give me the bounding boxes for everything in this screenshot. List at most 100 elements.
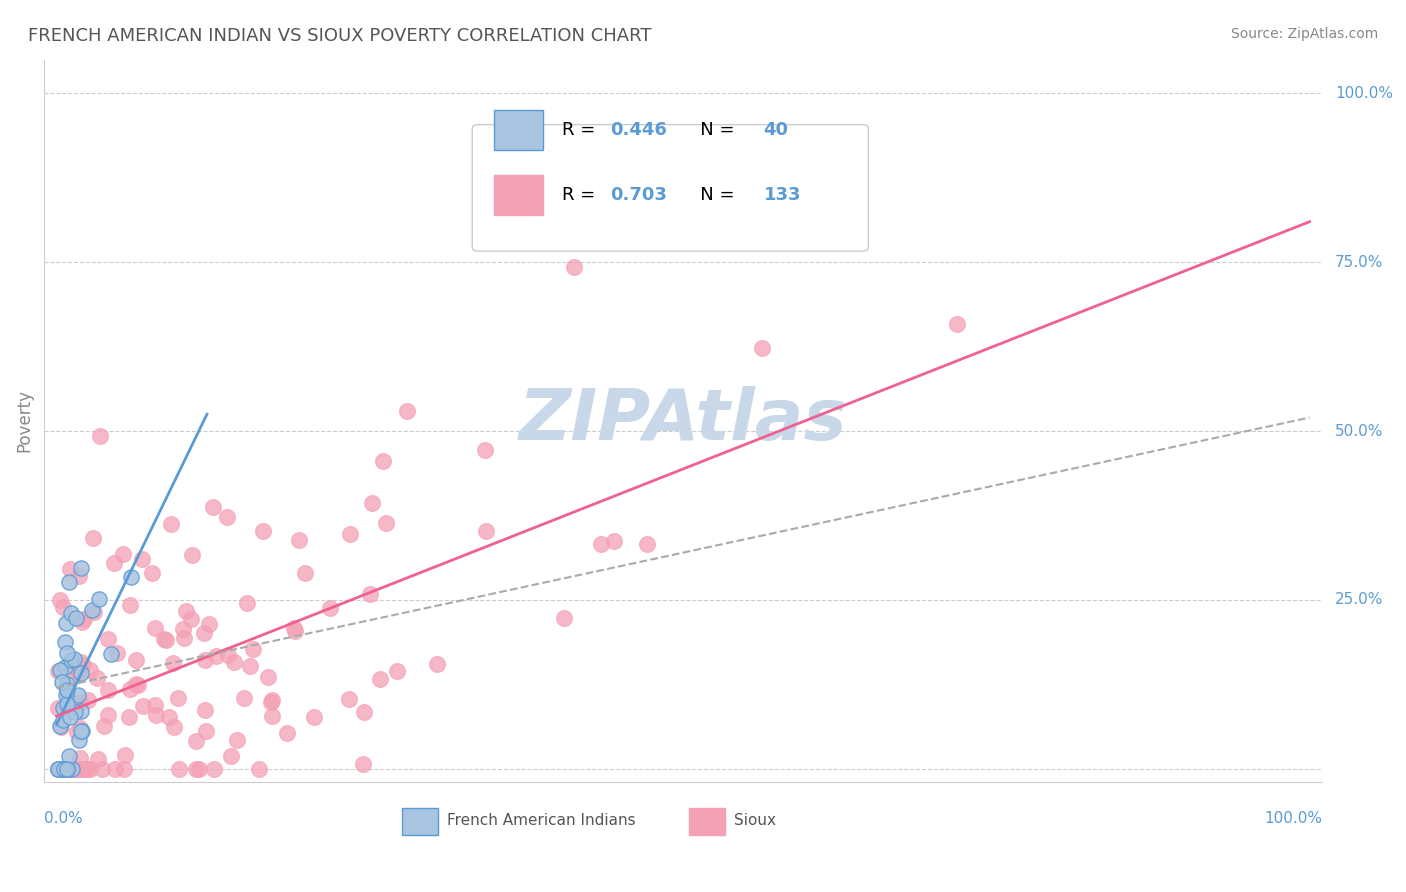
Point xyxy=(55,688,77,702)
Point xyxy=(73,612,96,626)
Point xyxy=(474,524,496,538)
Point xyxy=(353,705,375,719)
Point xyxy=(87,592,110,607)
Point xyxy=(201,500,224,515)
FancyBboxPatch shape xyxy=(472,125,869,252)
Point xyxy=(180,612,202,626)
Point xyxy=(69,751,91,765)
Point xyxy=(217,648,239,663)
FancyBboxPatch shape xyxy=(494,111,543,150)
Point xyxy=(59,562,82,576)
Point xyxy=(153,632,176,647)
Point xyxy=(70,655,93,669)
Text: French American Indians: French American Indians xyxy=(447,814,636,828)
Y-axis label: Poverty: Poverty xyxy=(15,390,32,452)
Point xyxy=(97,708,120,723)
FancyBboxPatch shape xyxy=(402,807,437,835)
Point xyxy=(52,762,75,776)
Point xyxy=(59,653,82,667)
Point xyxy=(636,537,658,551)
Point xyxy=(143,698,166,713)
Point xyxy=(53,660,76,674)
Point xyxy=(72,657,94,672)
Point xyxy=(751,341,773,355)
Point xyxy=(48,762,70,776)
Text: ZIPAtlas: ZIPAtlas xyxy=(519,386,848,456)
Point xyxy=(63,651,86,665)
Point xyxy=(127,678,149,692)
Point xyxy=(104,762,127,776)
Point xyxy=(167,691,190,706)
Point xyxy=(100,648,122,662)
Point xyxy=(256,669,278,683)
Point xyxy=(52,599,75,614)
Point xyxy=(56,677,79,691)
Point xyxy=(396,404,419,418)
Point xyxy=(75,762,97,776)
Text: Sioux: Sioux xyxy=(734,814,776,828)
Text: N =: N = xyxy=(683,186,741,204)
Point xyxy=(198,616,221,631)
FancyBboxPatch shape xyxy=(494,175,543,215)
Point xyxy=(226,733,249,747)
Point xyxy=(118,682,141,697)
Point xyxy=(603,534,626,549)
Point xyxy=(59,710,82,724)
Point xyxy=(49,719,72,733)
FancyBboxPatch shape xyxy=(689,807,725,835)
Point xyxy=(67,688,90,702)
Point xyxy=(219,748,242,763)
Point xyxy=(337,692,360,706)
Point xyxy=(55,615,77,630)
Point xyxy=(70,615,93,629)
Point xyxy=(202,762,225,776)
Point xyxy=(131,699,153,714)
Text: 75.0%: 75.0% xyxy=(1334,255,1384,269)
Point xyxy=(70,762,93,776)
Point xyxy=(145,708,167,723)
Text: 25.0%: 25.0% xyxy=(1334,592,1384,607)
Point xyxy=(426,657,449,671)
Text: 0.446: 0.446 xyxy=(610,121,666,139)
Point xyxy=(51,720,73,734)
Point xyxy=(374,516,396,530)
Point xyxy=(167,762,190,776)
Point xyxy=(79,762,101,776)
Point xyxy=(76,693,98,707)
Text: R =: R = xyxy=(562,121,600,139)
Point xyxy=(188,762,211,776)
Point xyxy=(52,713,75,727)
Point xyxy=(48,762,70,776)
Point xyxy=(79,663,101,677)
Point xyxy=(162,657,184,671)
Point xyxy=(59,762,82,776)
Point xyxy=(56,684,79,698)
Point xyxy=(70,560,93,574)
Point xyxy=(194,703,217,717)
Point xyxy=(252,524,274,538)
Point xyxy=(65,705,87,719)
Point xyxy=(66,725,89,739)
Point xyxy=(287,533,309,548)
Point xyxy=(120,569,142,583)
Point xyxy=(58,575,80,590)
Point xyxy=(174,604,197,618)
Point xyxy=(76,762,98,776)
Point xyxy=(52,700,75,714)
Point xyxy=(69,695,91,709)
Point xyxy=(155,632,177,647)
Point xyxy=(193,625,215,640)
Point xyxy=(67,664,90,678)
Text: 50.0%: 50.0% xyxy=(1334,424,1384,439)
Point xyxy=(70,724,93,739)
Point xyxy=(242,642,264,657)
Point xyxy=(194,723,217,738)
Point xyxy=(97,632,120,647)
Point xyxy=(131,552,153,566)
Point xyxy=(46,762,69,776)
Point xyxy=(59,762,82,776)
Point xyxy=(112,762,135,776)
Text: 100.0%: 100.0% xyxy=(1334,86,1393,101)
Point xyxy=(302,710,325,724)
Point xyxy=(387,665,409,679)
